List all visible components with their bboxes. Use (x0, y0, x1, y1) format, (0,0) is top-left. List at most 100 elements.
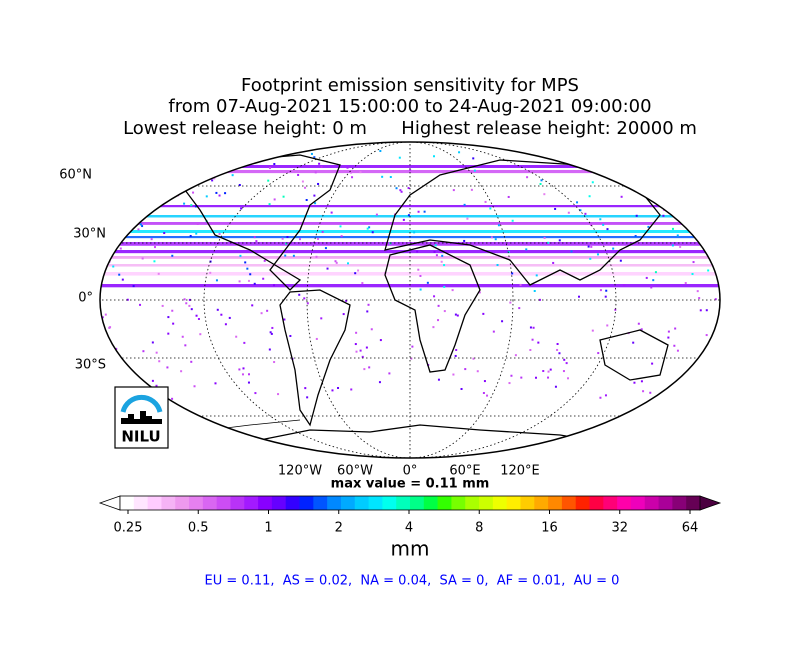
speck (174, 183, 177, 186)
speck (355, 350, 358, 353)
speck (194, 205, 197, 208)
speck (104, 313, 107, 316)
colorbar-cell (327, 496, 342, 510)
speck (317, 182, 320, 185)
colorbar-cell (147, 496, 162, 510)
speck (345, 299, 348, 302)
speck (153, 246, 156, 249)
speck (214, 382, 217, 385)
speck (281, 237, 284, 240)
speck (375, 213, 378, 216)
speck (590, 245, 593, 248)
speck (614, 308, 617, 311)
colorbar-cell (216, 496, 231, 510)
speck (273, 163, 276, 166)
colorbar-tick-label: 2 (335, 521, 343, 536)
colorbar: 0.25 0.5 1 2 4 8 16 32 64 (98, 495, 722, 536)
speck (269, 331, 272, 334)
speck (126, 298, 129, 301)
speck (305, 199, 308, 202)
speck (263, 259, 266, 262)
speck (118, 157, 121, 160)
speck (642, 390, 645, 393)
colorbar-cell (451, 496, 466, 510)
speck (417, 210, 420, 213)
speck (674, 327, 677, 330)
colorbar-tick-label: 1 (264, 521, 272, 536)
speck (190, 204, 193, 207)
speck (350, 388, 353, 391)
speck (645, 164, 648, 167)
speck (370, 328, 373, 331)
speck (378, 381, 381, 384)
speck (146, 198, 149, 201)
speck (361, 355, 364, 358)
speck (331, 389, 334, 392)
speck (562, 153, 565, 156)
lon-label: 120°W (278, 464, 322, 479)
speck (399, 189, 402, 192)
speck (242, 367, 245, 370)
speck (455, 348, 458, 351)
speck (671, 244, 674, 247)
colorbar-cell (258, 496, 273, 510)
speck (684, 282, 687, 285)
speck (132, 285, 135, 288)
speck (705, 334, 708, 337)
speck (707, 269, 710, 272)
speck (267, 179, 270, 182)
speck (433, 155, 436, 158)
speck (478, 291, 481, 294)
speck (266, 309, 269, 312)
speck (211, 179, 214, 182)
speck (482, 392, 485, 395)
speck (543, 236, 546, 239)
speck (292, 254, 295, 257)
speck (157, 272, 160, 275)
speck (556, 348, 559, 351)
speck (441, 254, 444, 257)
speck (619, 259, 622, 262)
speck (183, 202, 186, 205)
colorbar-cell (299, 496, 314, 510)
speck (285, 242, 288, 245)
colorbar-cell (382, 496, 397, 510)
colorbar-cell (410, 496, 425, 510)
lat-label: 30°S (75, 358, 106, 373)
speck (511, 219, 514, 222)
speck (119, 165, 122, 168)
speck (537, 341, 540, 344)
speck (243, 341, 246, 344)
speck (514, 354, 517, 357)
speck (597, 352, 600, 355)
colorbar-cell (120, 496, 135, 510)
speck (443, 285, 446, 288)
streak (100, 272, 720, 276)
speck (314, 171, 317, 174)
speck (599, 396, 602, 399)
speck (190, 360, 193, 363)
speck (123, 192, 126, 195)
speck (347, 262, 350, 265)
speck (365, 346, 368, 349)
speck (531, 338, 534, 341)
speck (213, 177, 216, 180)
speck (204, 152, 207, 155)
speck (454, 354, 457, 357)
colorbar-cell (589, 496, 604, 510)
speck (172, 322, 175, 325)
speck (337, 386, 340, 389)
speck (632, 341, 635, 344)
speck (466, 217, 469, 220)
speck (320, 166, 323, 169)
speck (591, 181, 594, 184)
speck (409, 169, 412, 172)
speck (570, 250, 573, 253)
speck (649, 391, 652, 394)
speck (640, 328, 643, 331)
speck (244, 261, 247, 264)
speck (150, 238, 153, 241)
speck (273, 198, 276, 201)
speck (339, 225, 342, 228)
colorbar-cell (548, 496, 563, 510)
